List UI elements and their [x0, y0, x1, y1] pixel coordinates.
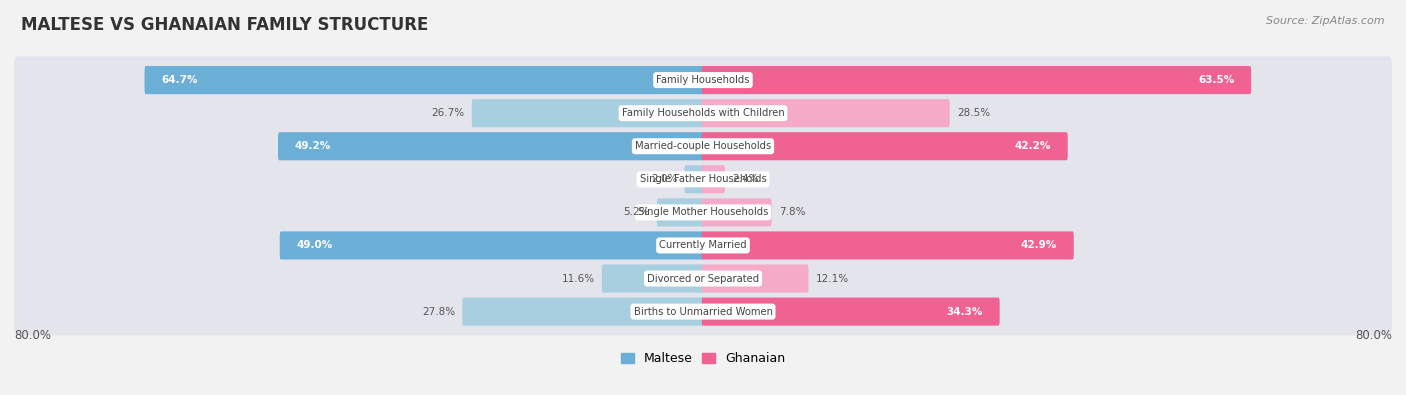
FancyBboxPatch shape: [14, 89, 1392, 137]
Text: Family Households with Children: Family Households with Children: [621, 108, 785, 118]
FancyBboxPatch shape: [702, 132, 1067, 160]
FancyBboxPatch shape: [463, 297, 704, 325]
Text: 27.8%: 27.8%: [422, 307, 456, 316]
Text: Source: ZipAtlas.com: Source: ZipAtlas.com: [1267, 16, 1385, 26]
Text: 80.0%: 80.0%: [14, 329, 51, 342]
FancyBboxPatch shape: [14, 222, 1392, 269]
Text: 26.7%: 26.7%: [432, 108, 464, 118]
FancyBboxPatch shape: [702, 265, 808, 293]
Text: 42.9%: 42.9%: [1021, 241, 1057, 250]
FancyBboxPatch shape: [14, 188, 1392, 236]
FancyBboxPatch shape: [14, 288, 1392, 335]
FancyBboxPatch shape: [280, 231, 704, 260]
FancyBboxPatch shape: [702, 198, 772, 226]
Text: 28.5%: 28.5%: [957, 108, 990, 118]
Text: Births to Unmarried Women: Births to Unmarried Women: [634, 307, 772, 316]
Text: Single Mother Households: Single Mother Households: [638, 207, 768, 217]
FancyBboxPatch shape: [14, 56, 1392, 104]
FancyBboxPatch shape: [702, 297, 1000, 325]
FancyBboxPatch shape: [702, 165, 725, 194]
FancyBboxPatch shape: [14, 156, 1392, 203]
Text: 63.5%: 63.5%: [1198, 75, 1234, 85]
Text: 2.4%: 2.4%: [733, 174, 759, 184]
FancyBboxPatch shape: [472, 99, 704, 127]
Text: 49.2%: 49.2%: [295, 141, 330, 151]
Text: 7.8%: 7.8%: [779, 207, 806, 217]
FancyBboxPatch shape: [702, 231, 1074, 260]
FancyBboxPatch shape: [702, 99, 949, 127]
Text: 11.6%: 11.6%: [561, 273, 595, 284]
Text: MALTESE VS GHANAIAN FAMILY STRUCTURE: MALTESE VS GHANAIAN FAMILY STRUCTURE: [21, 16, 429, 34]
FancyBboxPatch shape: [14, 255, 1392, 302]
Text: Family Households: Family Households: [657, 75, 749, 85]
Text: 2.0%: 2.0%: [651, 174, 678, 184]
Text: Divorced or Separated: Divorced or Separated: [647, 273, 759, 284]
Text: Currently Married: Currently Married: [659, 241, 747, 250]
Text: Married-couple Households: Married-couple Households: [636, 141, 770, 151]
FancyBboxPatch shape: [657, 198, 704, 226]
Legend: Maltese, Ghanaian: Maltese, Ghanaian: [616, 348, 790, 371]
FancyBboxPatch shape: [278, 132, 704, 160]
FancyBboxPatch shape: [685, 165, 704, 194]
FancyBboxPatch shape: [702, 66, 1251, 94]
Text: 12.1%: 12.1%: [815, 273, 849, 284]
FancyBboxPatch shape: [145, 66, 704, 94]
Text: 49.0%: 49.0%: [297, 241, 333, 250]
Text: 64.7%: 64.7%: [162, 75, 198, 85]
FancyBboxPatch shape: [14, 122, 1392, 170]
FancyBboxPatch shape: [602, 265, 704, 293]
Text: 5.2%: 5.2%: [623, 207, 650, 217]
Text: 42.2%: 42.2%: [1015, 141, 1050, 151]
Text: Single Father Households: Single Father Households: [640, 174, 766, 184]
Text: 34.3%: 34.3%: [946, 307, 983, 316]
Text: 80.0%: 80.0%: [1355, 329, 1392, 342]
